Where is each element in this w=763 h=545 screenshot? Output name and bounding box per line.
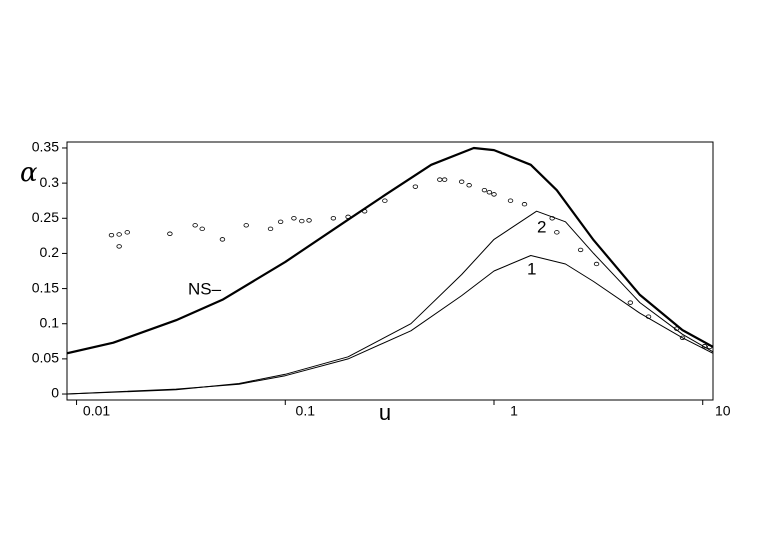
data-point xyxy=(466,183,472,188)
data-point xyxy=(486,190,493,195)
data-point xyxy=(345,214,351,220)
data-point xyxy=(701,344,708,349)
data-point xyxy=(491,192,497,197)
data-point xyxy=(267,226,274,232)
x-tick-label: 0.01 xyxy=(83,403,110,419)
curve xyxy=(67,210,713,395)
data-point xyxy=(291,216,297,221)
data-point xyxy=(549,216,555,221)
data-point xyxy=(116,232,122,237)
data-point xyxy=(199,226,205,232)
curve-label: 2 xyxy=(537,217,546,236)
curve-label: 1 xyxy=(527,259,536,278)
curve-label: NS– xyxy=(188,279,222,298)
data-point xyxy=(507,198,514,203)
plot-frame xyxy=(66,141,714,401)
data-point xyxy=(627,300,634,305)
y-axis-label: α xyxy=(20,158,38,188)
y-tick-label: 0.3 xyxy=(40,174,60,190)
y-tick-label: 0.15 xyxy=(32,279,59,295)
x-tick-label: 10 xyxy=(715,403,731,419)
data-point xyxy=(361,209,368,214)
data-point xyxy=(116,244,122,249)
data-point xyxy=(382,198,388,203)
data-point xyxy=(108,232,115,238)
data-point xyxy=(554,230,560,235)
y-tick-label: 0 xyxy=(51,385,59,401)
y-tick-label: 0.05 xyxy=(32,350,59,366)
y-tick-label: 0.2 xyxy=(40,244,60,260)
curve xyxy=(67,255,713,395)
y-tick-label: 0.35 xyxy=(32,139,59,155)
data-point xyxy=(192,223,198,228)
data-point xyxy=(521,202,528,207)
y-tick-label: 0.1 xyxy=(40,314,60,330)
data-point xyxy=(679,335,686,340)
x-tick-label: 1 xyxy=(510,403,518,419)
data-point xyxy=(124,230,130,235)
data-point xyxy=(458,179,465,184)
plot-area xyxy=(67,146,713,395)
x-tick-label: 0.1 xyxy=(296,403,316,419)
y-tick-label: 0.25 xyxy=(32,209,59,225)
x-axis-label: u xyxy=(379,400,391,425)
data-point xyxy=(299,218,305,224)
data-point xyxy=(219,237,226,242)
data-point xyxy=(577,247,584,253)
data-point xyxy=(306,218,312,223)
data-point xyxy=(330,216,337,221)
data-point xyxy=(167,231,173,236)
data-point xyxy=(645,314,652,319)
data-point xyxy=(412,184,419,189)
curve xyxy=(67,146,713,355)
data-point xyxy=(441,177,448,182)
data-point xyxy=(243,223,249,228)
data-point xyxy=(277,219,284,224)
data-point xyxy=(707,344,713,350)
data-point xyxy=(593,261,600,267)
data-point xyxy=(673,326,680,331)
data-point xyxy=(481,187,488,193)
